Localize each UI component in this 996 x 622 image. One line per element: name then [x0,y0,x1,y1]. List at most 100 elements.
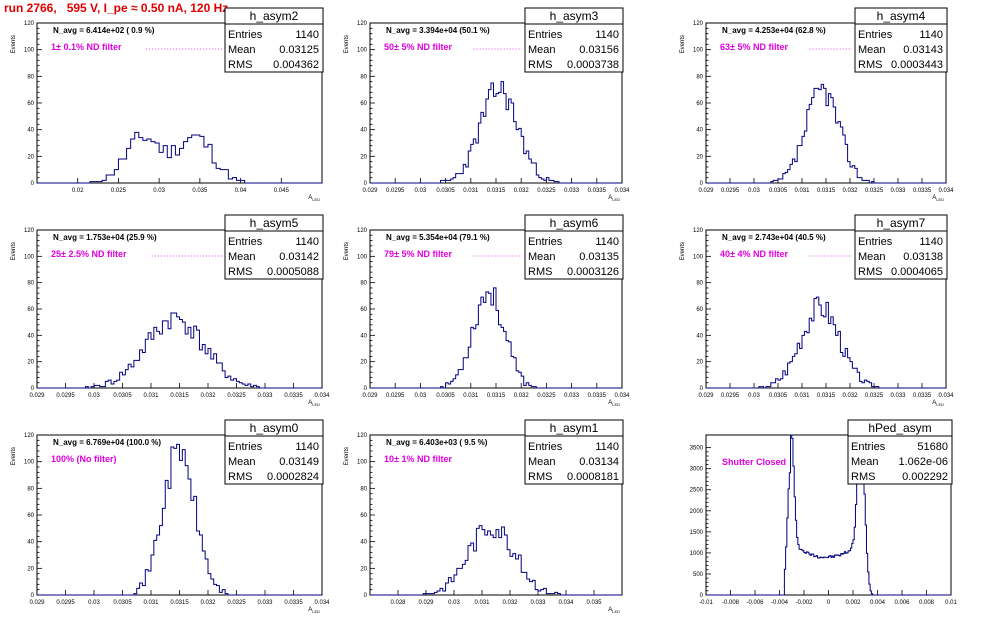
x-tick-label: 0.0305 [436,188,455,194]
stats-value: 1140 [595,236,619,248]
y-tick-label: 60 [360,513,367,519]
y-tick-label: 20 [360,360,367,366]
y-tick-label: 60 [360,307,367,313]
histogram-panel-h_asym5: 0 20 40 60 80 100 120 0.029 0.0295 0.03 0.0305 0.03… [11,214,330,407]
x-tick-label: 0.03 [748,188,760,194]
stats-value: 0.03149 [279,456,319,468]
histogram-panel-h_asym1: 0 20 40 60 80 100 120 0.028 0.029 0.03 0.031 0.032 0… [344,419,624,614]
stats-label: Mean [851,456,879,468]
y-tick-label: 80 [696,281,703,287]
n-avg-label: N_avg = 1.753e+04 (25.9 %) [53,233,157,242]
stats-label: Entries [858,29,893,41]
n-avg-label: N_avg = 6.769e+04 (100.0 %) [53,438,161,447]
histogram-panel-h_asym3: 0 20 40 60 80 100 120 0.029 0.0295 0.03 0.0305 0.03… [344,7,630,202]
stats-value: 1140 [919,29,943,41]
x-tick-label: 0.0335 [284,600,303,606]
stats-label: RMS [528,59,552,71]
n-avg-label: N_avg = 6.414e+02 ( 0.9 %) [53,26,155,35]
y-tick-label: 40 [27,540,34,546]
y-tick-label: 120 [693,21,704,27]
stats-value: 0.03134 [579,456,619,468]
stats-value: 1140 [295,441,319,453]
x-tick-label: 0.034 [938,393,954,399]
histogram-name: h_asym0 [250,421,299,435]
stats-value: 1140 [295,236,319,248]
x-tick-label: 0.01 [945,600,957,606]
y-tick-label: 80 [360,486,367,492]
y-tick-label: 0 [31,593,35,599]
x-tick-label: 0.028 [390,600,406,606]
stats-label: Mean [858,251,886,263]
stats-label: RMS [858,59,882,71]
n-avg-label: N_avg = 5.354e+04 (79.1 %) [386,233,490,242]
x-tick-label: 0.0315 [487,188,506,194]
x-tick-label: 0.034 [614,188,630,194]
x-tick-label: 0.029 [418,600,434,606]
x-tick-label: 0.029 [362,188,378,194]
x-tick-label: 0.0315 [170,393,189,399]
y-tick-label: 0 [31,181,35,187]
x-tick-label: 0.034 [558,600,574,606]
x-tick-label: 0.034 [614,393,630,399]
stats-box: h_asym2 Entries 1140 Mean 0.03125 RMS 0.004362 [224,7,324,73]
stats-label: Mean [228,44,256,56]
x-tick-label: 0.0295 [721,188,740,194]
x-tick-label: -0.01 [699,600,713,606]
y-tick-label: 120 [24,433,35,439]
y-tick-label: 1500 [690,530,704,536]
x-tick-label: 0.0305 [436,393,455,399]
x-tick-label: 0.006 [894,600,910,606]
x-tick-label: 0.0335 [588,393,607,399]
x-tick-label: 0.032 [514,188,530,194]
y-tick-label: 0 [700,386,704,392]
stats-value: 0.0003443 [891,59,943,71]
x-tick-label: 0.032 [200,393,216,399]
y-tick-label: 3500 [690,446,704,452]
x-tick-label: 0.03 [415,393,427,399]
x-axis-label: ALED [608,195,620,202]
y-tick-label: 80 [27,281,34,287]
x-axis-label: ALED [608,607,620,614]
x-tick-label: 0.034 [314,600,330,606]
x-tick-label: 0.008 [919,600,935,606]
x-tick-label: 0.0305 [769,188,788,194]
stats-box: h_asym4 Entries 1140 Mean 0.03143 RMS 0.000344… [854,7,948,73]
x-tick-label: 0.03 [448,600,460,606]
x-tick-label: -0.004 [771,600,789,606]
y-tick-label: 80 [360,74,367,80]
stats-label: Mean [858,44,886,56]
histogram-line [706,83,946,184]
y-tick-label: 0 [364,181,368,187]
x-tick-label: -0.008 [722,600,740,606]
stats-value: 1140 [919,236,943,248]
x-axis-label: ALED [608,400,620,407]
y-axis-label: Events [344,35,350,53]
y-axis-label: Events [344,447,350,465]
x-tick-label: 0.031 [463,393,479,399]
x-axis-label: ALED [932,195,944,202]
y-axis-label: Events [11,242,17,260]
stats-label: RMS [528,471,552,483]
stats-value: 0.004362 [273,59,319,71]
stats-label: RMS [228,266,252,278]
y-tick-label: 120 [357,228,368,234]
y-tick-label: 120 [24,21,35,27]
y-tick-label: 120 [357,21,368,27]
y-tick-label: 2000 [690,509,704,515]
y-tick-label: 20 [360,566,367,572]
y-tick-label: 120 [693,228,704,234]
y-tick-label: 0 [700,593,704,599]
x-tick-label: 0.032 [514,393,530,399]
x-tick-label: 0.033 [890,393,906,399]
x-tick-label: 0.0335 [588,188,607,194]
x-tick-label: 0.0295 [386,393,405,399]
y-tick-label: 20 [696,360,703,366]
y-tick-label: 40 [360,540,367,546]
x-tick-label: 0.029 [362,393,378,399]
x-axis-label: ALED [308,195,320,202]
stats-value: 0.0005088 [267,266,319,278]
stats-box: hPed_asym Entries 51680 Mean 1.062e-06 RMS 0.0… [847,419,953,485]
stats-label: Mean [528,456,556,468]
y-axis-label: Events [11,35,17,53]
